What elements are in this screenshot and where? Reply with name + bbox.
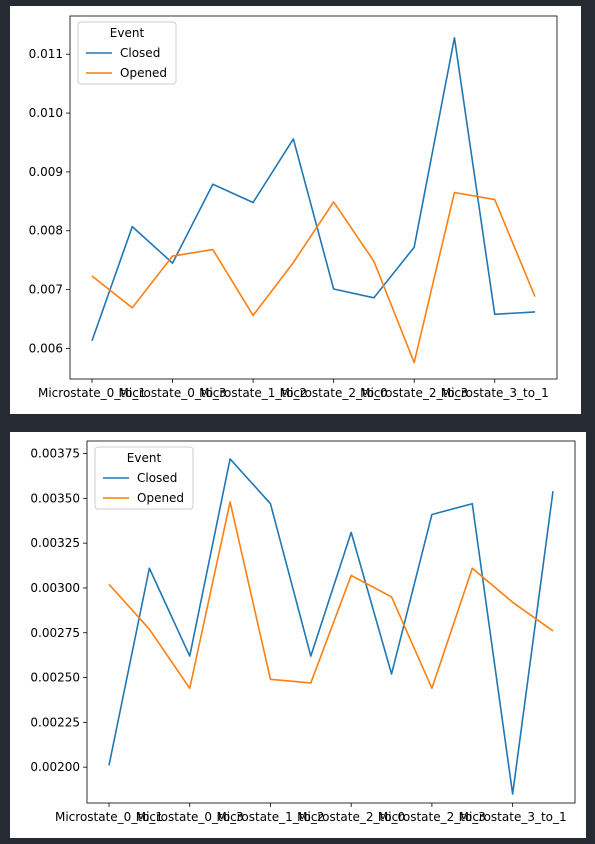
chart-1-ytick-label-3: 0.009 — [29, 165, 63, 179]
chart-1-series-closed-line — [91, 36, 536, 342]
chart-2-series-opened-line — [108, 501, 554, 690]
chart-2-xtick-label-5: Microstate_3_to_1 — [459, 810, 567, 824]
chart-1-xtick-label-4: Microstate_2_to_3 — [360, 386, 468, 400]
chart-2-xtick-label-2: Microstate_1_to_2 — [216, 810, 324, 824]
chart-1-xtick-label-0: Microstate_0_to_1 — [38, 386, 146, 400]
chart-1-series-opened-line — [91, 191, 536, 364]
chart-2-ytick-label-1: 0.00225 — [30, 715, 80, 729]
chart-2-ytick-label-2: 0.00250 — [30, 671, 80, 685]
chart-2-legend-box — [94, 446, 194, 510]
chart-2-legend-label-opened: Opened — [137, 491, 184, 505]
chart-1-xtick-label-5: Microstate_3_to_1 — [441, 386, 549, 400]
chart-panel-1: 0.006 0.007 0.008 0.009 0.010 0.011 Microstate… — [10, 6, 581, 414]
chart-2-ytick-label-6: 0.00350 — [30, 491, 80, 505]
chart-2-legend-title: Event — [127, 451, 162, 465]
chart-2-ytick-label-0: 0.00200 — [30, 760, 80, 774]
chart-2-xtick-label-3: Microstate_2_to_0 — [297, 810, 405, 824]
chart-1-ytick-label-5: 0.011 — [29, 47, 63, 61]
chart-2-ytick-label-7: 0.00375 — [30, 447, 80, 461]
chart-1-ytick-label-1: 0.007 — [29, 283, 63, 297]
chart-2-ytick-label-4: 0.00300 — [30, 581, 80, 595]
chart-2-xtick-label-4: Microstate_2_to_3 — [378, 810, 486, 824]
chart-2-legend-label-closed: Closed — [137, 471, 177, 485]
chart-2-xtick-label-1: Microstate_0_to_3 — [136, 810, 244, 824]
chart-1-ytick-label-0: 0.006 — [29, 341, 63, 355]
chart-2-plot-frame — [86, 440, 576, 804]
chart-1-plot-frame — [69, 15, 558, 380]
chart-1-ytick-label-4: 0.010 — [29, 106, 63, 120]
chart-2-series-closed-line — [108, 458, 554, 795]
line-chart-1: 0.006 0.007 0.008 0.009 0.010 0.011 Microstate… — [29, 15, 558, 400]
chart-2-ytick-label-3: 0.00275 — [30, 626, 80, 640]
chart-2-ytick-label-5: 0.00325 — [30, 536, 80, 550]
line-chart-2: 0.00200 0.00225 0.00250 0.00275 0.00300 0.003… — [30, 440, 576, 824]
chart-1-legend-box — [77, 21, 177, 85]
chart-1-xtick-label-1: Microstate_0_to_3 — [119, 386, 227, 400]
chart-1-legend-label-opened: Opened — [120, 66, 167, 80]
chart-1-ytick-label-2: 0.008 — [29, 224, 63, 238]
chart-2-xtick-label-0: Microstate_0_to_1 — [55, 810, 163, 824]
chart-1-xtick-label-3: Microstate_2_to_0 — [280, 386, 388, 400]
chart-1-xtick-label-2: Microstate_1_to_2 — [199, 386, 307, 400]
chart-1-legend-title: Event — [110, 26, 145, 40]
chart-panel-2: 0.00200 0.00225 0.00250 0.00275 0.00300 0.003… — [10, 432, 586, 838]
chart-1-legend-label-closed: Closed — [120, 46, 160, 60]
